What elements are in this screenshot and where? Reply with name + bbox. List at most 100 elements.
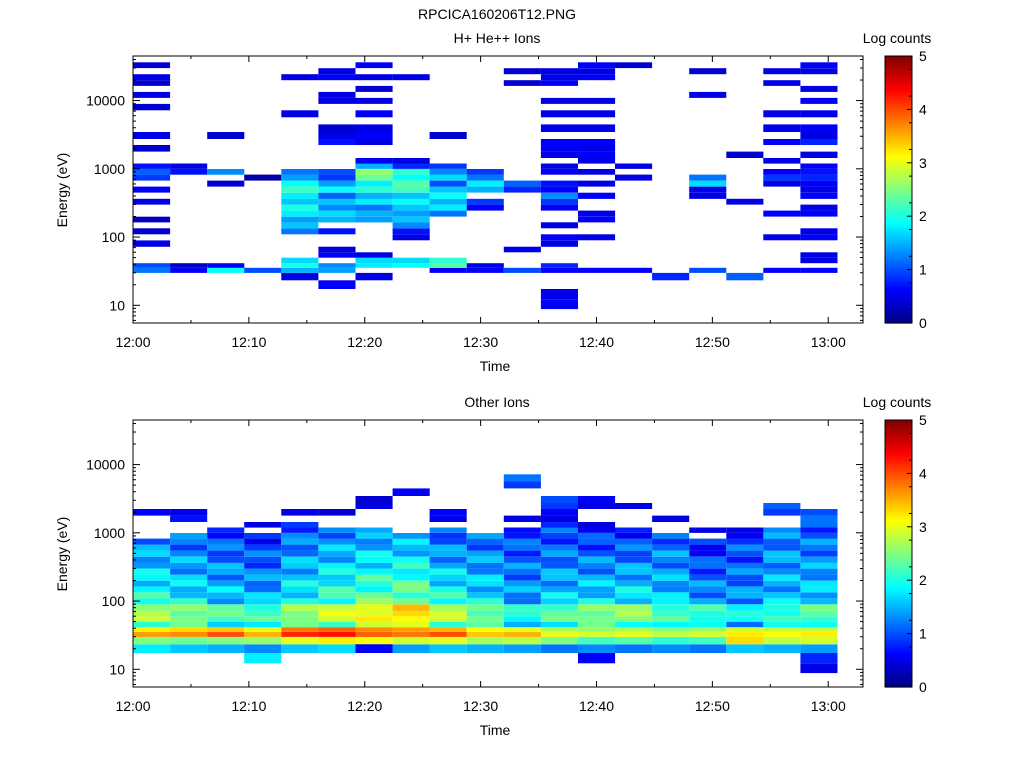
colorbar-tick-label: 5	[919, 48, 927, 64]
heatmap-cell	[800, 68, 838, 75]
heatmap-cell	[244, 621, 282, 628]
colorbar-strip	[885, 678, 912, 683]
colorbar-strip	[885, 261, 912, 265]
plot-axes: 12:00 12:10 12:20 12:30 12:40 12:50 13:00 10 100…	[86, 419, 864, 714]
heatmap-cell	[133, 174, 171, 181]
heatmap-cell	[207, 550, 245, 557]
heatmap-cell	[355, 503, 393, 509]
heatmap-cell	[244, 631, 282, 637]
x-tick-label: 12:00	[115, 334, 150, 350]
colorbar-strip	[885, 274, 912, 279]
y-tick-label: 10	[109, 661, 125, 677]
heatmap-cell	[355, 62, 393, 69]
heatmap-cell	[503, 544, 541, 551]
heatmap-cell	[170, 621, 208, 628]
colorbar-frame	[884, 419, 913, 688]
heatmap-cell	[392, 598, 430, 605]
heatmap-cell	[429, 586, 467, 593]
heatmap-cell	[318, 174, 356, 181]
colorbar-strip	[885, 301, 912, 305]
heatmap-cell	[615, 568, 653, 575]
y-tick-label: 1000	[94, 525, 125, 541]
heatmap-cell	[429, 204, 467, 211]
heatmap-cell	[763, 592, 801, 599]
heatmap-cell	[355, 263, 393, 268]
heatmap-cell	[763, 636, 801, 645]
heatmap-cell	[355, 598, 393, 605]
heatmap-cell	[578, 610, 616, 617]
heatmap-cell	[355, 74, 393, 81]
heatmap-cell	[392, 538, 430, 545]
colorbar-strip	[885, 470, 912, 474]
colorbar-strip	[885, 588, 912, 592]
heatmap-cell	[503, 592, 541, 599]
heatmap-cell	[540, 163, 578, 169]
colorbar-strip	[885, 545, 912, 549]
heatmap-cell	[689, 616, 727, 622]
heatmap-cell	[133, 644, 171, 653]
heatmap-cell	[133, 62, 171, 69]
heatmap-cell	[466, 621, 504, 628]
colorbar-strip	[885, 184, 912, 188]
x-tick-label: 12:20	[347, 698, 382, 714]
heatmap-cell	[615, 616, 653, 622]
colorbar-strip	[885, 168, 912, 172]
colorbar-strip	[885, 256, 912, 260]
heatmap-cell	[281, 267, 319, 273]
heatmap-cell	[429, 263, 467, 268]
colorbar-strip	[885, 72, 912, 76]
colorbar-strip	[885, 641, 912, 645]
heatmap-cell	[318, 527, 356, 533]
heatmap-cell	[244, 562, 282, 569]
heatmap-cell	[318, 636, 356, 645]
heatmap-cell	[355, 527, 393, 533]
heatmap-cell	[133, 562, 171, 569]
heatmap-cell	[281, 631, 319, 637]
heatmap-cell	[800, 610, 838, 617]
heatmap-cell	[540, 169, 578, 175]
colorbar-strip	[885, 636, 912, 640]
heatmap-cell	[355, 186, 393, 193]
heatmap-cell	[615, 598, 653, 605]
heatmap-cell	[281, 222, 319, 229]
heatmap-cell	[540, 522, 578, 528]
colorbar-strip	[885, 614, 912, 619]
colorbar-strip	[885, 157, 912, 161]
heatmap-cell	[503, 644, 541, 653]
heatmap-cell	[318, 604, 356, 611]
heatmap-cell	[281, 616, 319, 622]
heatmap-cell	[578, 97, 616, 104]
y-tick-label: 1000	[94, 161, 125, 177]
colorbar-strip	[885, 577, 912, 581]
heatmap-cell	[281, 598, 319, 605]
colorbar-strip	[885, 532, 912, 536]
colorbar-strip	[885, 433, 912, 437]
heatmap-cell	[466, 533, 504, 539]
heatmap-cell	[133, 627, 171, 632]
colorbar-strip	[885, 652, 912, 656]
heatmap-cell	[800, 580, 838, 587]
heatmap-cell	[392, 544, 430, 551]
heatmap-cell	[429, 544, 467, 551]
heatmap-cell	[318, 621, 356, 628]
colorbar-strip	[885, 133, 912, 137]
heatmap-cell	[689, 544, 727, 551]
colorbar-strip	[885, 569, 912, 573]
colorbar-strip	[885, 197, 912, 201]
colorbar-strip	[885, 264, 912, 268]
heatmap-cell	[170, 169, 208, 175]
heatmap-cell	[207, 592, 245, 599]
x-tick-label: 12:00	[115, 698, 150, 714]
heatmap-cell	[540, 496, 578, 503]
heatmap-cell	[133, 598, 171, 605]
heatmap-cell	[578, 210, 616, 217]
heatmap-cell	[133, 538, 171, 545]
heatmap-cell	[578, 533, 616, 539]
heatmap-cell	[429, 616, 467, 622]
heatmap-cell	[763, 586, 801, 593]
heatmap-cell	[540, 151, 578, 158]
colorbar-strip	[885, 152, 912, 156]
x-tick-label: 13:00	[811, 334, 846, 350]
x-axis-label: Time	[480, 358, 511, 374]
heatmap-cell	[726, 151, 764, 158]
